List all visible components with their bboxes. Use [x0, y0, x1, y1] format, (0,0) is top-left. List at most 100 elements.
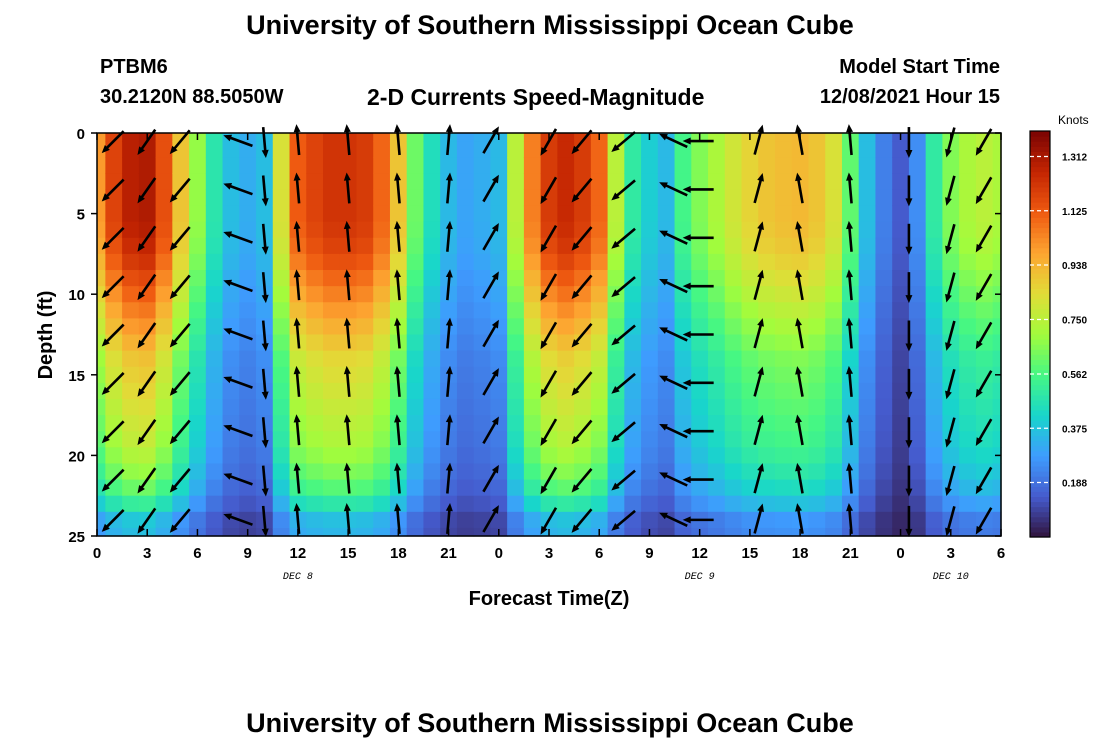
colorbar-tick-label: 0.938	[1062, 261, 1087, 272]
current-arrow	[343, 502, 351, 534]
heatmap-cell	[356, 302, 374, 319]
heatmap-cell	[155, 447, 173, 465]
colorbar-segment	[1030, 440, 1050, 447]
heatmap-cell	[356, 221, 374, 239]
heatmap-cell	[908, 527, 927, 537]
heatmap-cell	[507, 447, 525, 465]
heatmap-cell	[858, 334, 877, 352]
colorbar-segment	[1030, 166, 1050, 173]
heatmap-cell	[925, 205, 944, 223]
colorbar-segment	[1030, 394, 1050, 401]
heatmap-cell	[992, 302, 1002, 319]
current-arrow	[945, 272, 956, 303]
heatmap-cell	[607, 205, 625, 223]
current-arrow	[682, 137, 714, 145]
heatmap-cell	[256, 350, 274, 368]
heatmap-cell	[959, 415, 977, 432]
heatmap-cell	[523, 302, 542, 319]
heatmap-cell	[657, 205, 676, 223]
heatmap-cell	[122, 302, 140, 319]
heatmap-cell	[992, 253, 1002, 271]
heatmap-cell	[925, 270, 944, 287]
heatmap-cell	[791, 253, 810, 271]
heatmap-cell	[691, 221, 709, 239]
colorbar-tick-label: 0.562	[1062, 370, 1087, 381]
x-tick-label: 12	[691, 545, 708, 562]
heatmap-cell	[908, 157, 927, 174]
heatmap-cell	[908, 286, 927, 303]
heatmap-cell	[189, 463, 207, 481]
heatmap-cell	[942, 350, 960, 368]
current-arrow	[905, 417, 913, 449]
heatmap-cell	[523, 415, 542, 432]
current-arrow	[101, 372, 125, 395]
heatmap-cell	[741, 157, 759, 174]
heatmap-cell	[925, 366, 944, 384]
current-arrow	[795, 503, 804, 534]
heatmap-cell	[775, 302, 793, 319]
heatmap-cell	[373, 253, 391, 271]
heatmap-cell	[222, 286, 240, 303]
heatmap-cell	[875, 253, 893, 271]
heatmap-cell	[389, 302, 408, 319]
current-arrow	[571, 508, 593, 533]
current-arrow	[571, 322, 593, 348]
heatmap-cell	[172, 157, 190, 174]
heatmap-cell	[674, 205, 692, 223]
heatmap-cell	[540, 398, 558, 416]
current-arrow	[482, 223, 499, 251]
heatmap-cell	[272, 366, 291, 384]
heatmap-cell	[892, 237, 910, 255]
current-arrow	[795, 414, 804, 446]
heatmap-cell	[674, 173, 692, 191]
heatmap-cell	[306, 133, 324, 142]
heatmap-cell	[272, 398, 291, 416]
current-arrow	[540, 370, 558, 398]
heatmap-cell	[289, 350, 307, 368]
heatmap-cell	[272, 173, 291, 191]
heatmap-cell	[858, 270, 877, 287]
heatmap-cell	[122, 318, 140, 336]
heatmap-cell	[992, 479, 1002, 497]
heatmap-cell	[975, 382, 994, 400]
current-arrow	[795, 172, 804, 204]
heatmap-cell	[624, 302, 642, 319]
heatmap-cell	[674, 366, 692, 384]
heatmap-cell	[607, 495, 625, 513]
heatmap-cell	[808, 495, 826, 513]
heatmap-cell	[440, 157, 458, 174]
heatmap-cell	[674, 221, 692, 239]
heatmap-cell	[205, 447, 224, 465]
current-arrow	[945, 175, 956, 206]
heatmap-cell	[590, 479, 609, 497]
heatmap-cell	[775, 350, 793, 368]
heatmap-cell	[557, 253, 575, 271]
heatmap-cell	[641, 157, 659, 174]
heatmap-cell	[775, 511, 793, 529]
heatmap-cell	[523, 270, 542, 287]
heatmap-cell	[306, 141, 324, 158]
heatmap-cell	[992, 350, 1002, 368]
heatmap-cell	[523, 463, 542, 481]
heatmap-cell	[724, 173, 743, 191]
heatmap-cell	[205, 286, 224, 303]
heatmap-cell	[456, 157, 475, 174]
heatmap-cell	[172, 447, 190, 465]
current-arrow	[445, 365, 453, 397]
current-arrow	[846, 502, 854, 534]
model-start-label: Model Start Time	[839, 56, 1000, 78]
heatmap-cell	[708, 157, 726, 174]
heatmap-cell	[540, 270, 558, 287]
heatmap-cell	[574, 398, 592, 416]
heatmap-cell	[992, 495, 1002, 513]
heatmap-cell	[523, 350, 542, 368]
heatmap-cell	[557, 463, 575, 481]
heatmap-cell	[758, 157, 776, 174]
heatmap-cell	[138, 205, 157, 223]
heatmap-cell	[808, 511, 826, 529]
colorbar-segment	[1030, 435, 1050, 442]
current-arrow	[445, 124, 453, 156]
heatmap-cell	[691, 318, 709, 336]
heatmap-cell	[356, 173, 374, 191]
heatmap-cell	[858, 286, 877, 303]
